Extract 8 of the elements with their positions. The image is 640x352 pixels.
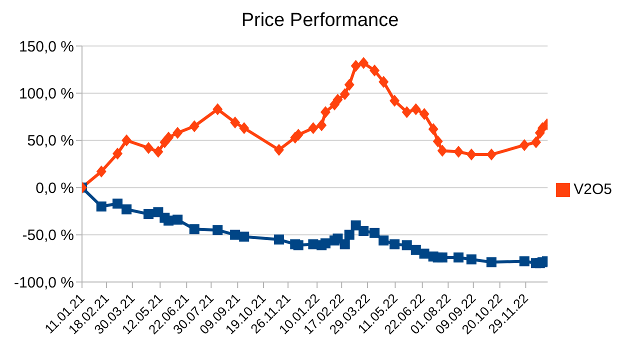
- y-tick-label: 150,0 %: [18, 38, 74, 56]
- y-tick-label: 0,0 %: [36, 180, 74, 197]
- y-tick-label: 100,0 %: [18, 86, 74, 103]
- chart-title: Price Performance: [240, 9, 400, 33]
- y-tick-label: -50,0 %: [22, 227, 74, 244]
- y-tick-label: 50,0 %: [27, 132, 74, 150]
- legend-label: V2O5: [574, 180, 612, 198]
- y-tick-label: -100,0 %: [14, 274, 74, 292]
